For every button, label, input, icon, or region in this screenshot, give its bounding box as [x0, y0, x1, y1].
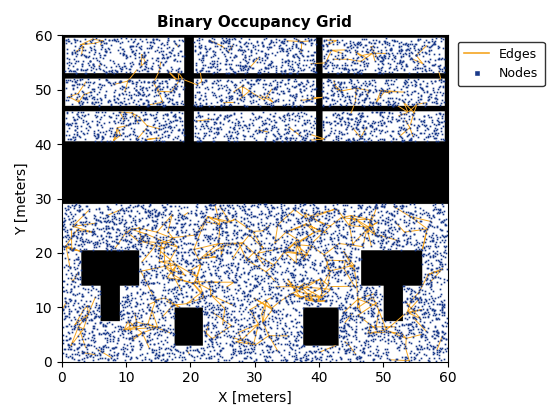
Legend: Edges, Nodes: Edges, Nodes	[458, 42, 544, 87]
Y-axis label: Y [meters]: Y [meters]	[15, 162, 29, 235]
X-axis label: X [meters]: X [meters]	[218, 391, 292, 405]
Title: Binary Occupancy Grid: Binary Occupancy Grid	[157, 15, 352, 30]
